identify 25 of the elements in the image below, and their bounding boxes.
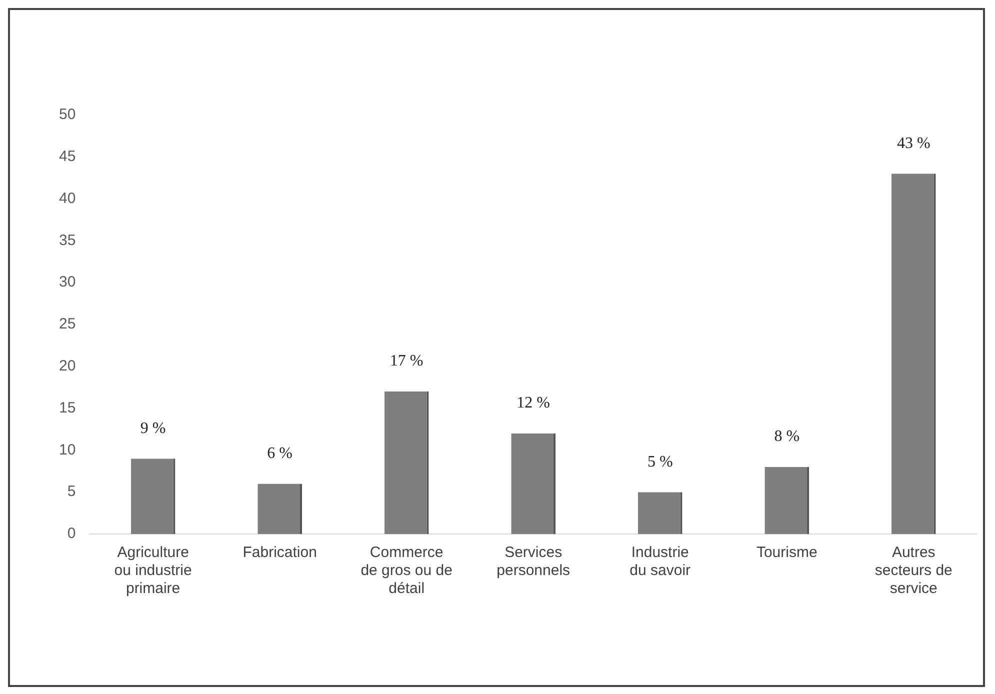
data-label: 6 %	[267, 444, 292, 462]
x-tick-label: Services personnels	[496, 544, 570, 580]
y-tick-label: 30	[58, 274, 76, 291]
y-tick-label: 40	[58, 190, 76, 207]
x-tick-label: Industrie du savoir	[630, 544, 691, 580]
data-label: 8 %	[774, 428, 800, 446]
data-label: 12 %	[516, 394, 550, 412]
data-label: 17 %	[390, 352, 424, 370]
y-tick-label: 50	[58, 106, 76, 124]
data-label: 9 %	[140, 420, 166, 437]
y-tick-label: 15	[58, 399, 76, 416]
x-tick-label: Autres secteurs de service	[874, 544, 952, 598]
y-tick-label: 20	[58, 358, 76, 375]
x-tick-label: Agriculture ou industrie primaire	[114, 544, 192, 598]
data-label: 43 %	[896, 134, 930, 152]
x-tick-label: Fabrication	[242, 544, 317, 562]
y-tick-label: 0	[67, 525, 76, 542]
x-tick-label: Tourisme	[756, 544, 818, 562]
y-tick-label: 10	[58, 441, 76, 458]
y-tick-label: 45	[58, 148, 76, 166]
y-tick-label: 25	[58, 316, 76, 333]
y-tick-label: 5	[67, 483, 76, 500]
data-label: 5 %	[647, 453, 673, 470]
y-tick-label: 35	[58, 232, 76, 249]
x-tick-label: Commerce de gros ou de détail	[360, 544, 452, 598]
